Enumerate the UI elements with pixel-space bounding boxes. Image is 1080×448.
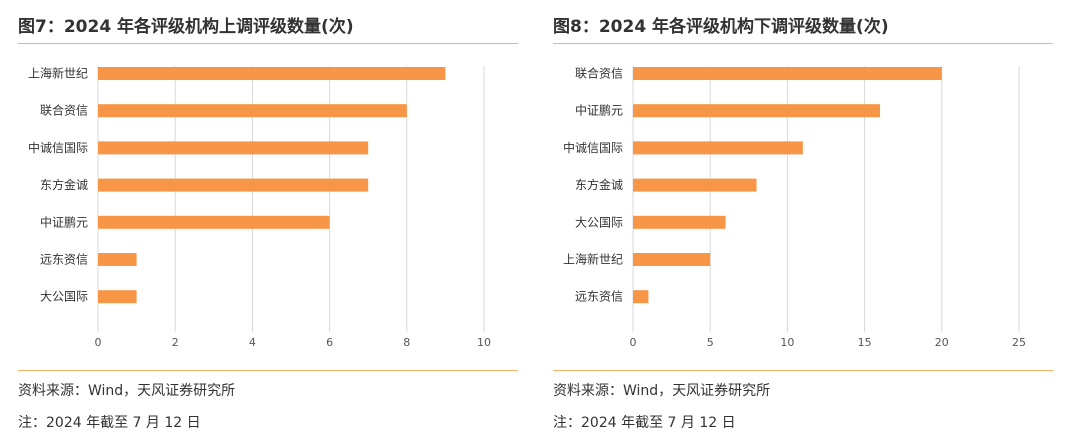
category-label: 中诚信国际 [563,140,623,155]
x-tick-label: 25 [1012,336,1026,349]
date-footnote: 注：2024 年截至 7 月 12 日 [553,415,736,431]
category-label: 中诚信国际 [28,140,88,155]
category-label: 远东资信 [575,290,623,304]
category-label: 大公国际 [575,215,623,229]
bar [633,290,649,304]
category-label: 东方金诚 [40,177,88,192]
x-tick-label: 0 [95,336,102,349]
bar [98,104,407,118]
title-divider [18,43,518,44]
bar [98,253,137,266]
x-tick-label: 10 [780,336,794,349]
bar [98,290,137,304]
bar [633,215,726,229]
bar [633,178,757,192]
category-label: 中证鹏元 [575,103,623,118]
bar [633,67,942,80]
source-note: 资料来源：Wind，天风证券研究所 [18,383,236,399]
category-label: 中证鹏元 [40,214,88,229]
chart-title: 图8：2024 年各评级机构下调评级数量(次) [553,17,889,37]
source-divider [553,370,1053,371]
x-tick-label: 6 [326,336,333,349]
bar [633,141,803,155]
bar [98,178,369,192]
chart-title: 图7：2024 年各评级机构上调评级数量(次) [18,17,354,37]
x-tick-label: 5 [707,336,714,349]
bar [633,104,881,118]
source-note: 资料来源：Wind，天风证券研究所 [553,383,771,399]
bar [98,215,330,229]
date-footnote: 注：2024 年截至 7 月 12 日 [18,415,201,431]
x-tick-label: 10 [477,336,491,349]
category-label: 东方金诚 [575,177,623,192]
title-divider [553,43,1053,44]
bar [98,67,446,80]
category-label: 上海新世纪 [28,66,88,81]
category-label: 上海新世纪 [563,252,623,267]
x-tick-label: 4 [249,336,256,349]
x-tick-label: 15 [858,336,872,349]
category-label: 远东资信 [40,253,88,267]
bar [633,253,711,266]
x-tick-label: 20 [935,336,949,349]
category-label: 联合资信 [40,103,88,118]
x-tick-label: 2 [172,336,179,349]
chart-panel-downgrades: 图8：2024 年各评级机构下调评级数量(次) 0 5 10 15 20 25 联合资信中证… [553,0,1053,448]
x-tick-label: 0 [630,336,637,349]
bar [98,141,369,155]
category-label: 大公国际 [40,290,88,304]
x-tick-label: 8 [403,336,410,349]
chart-panel-upgrades: 图7：2024 年各评级机构上调评级数量(次) 0 2 4 6 8 10 上海新世纪联合资信… [18,0,518,448]
source-divider [18,370,518,371]
category-label: 联合资信 [575,66,623,81]
